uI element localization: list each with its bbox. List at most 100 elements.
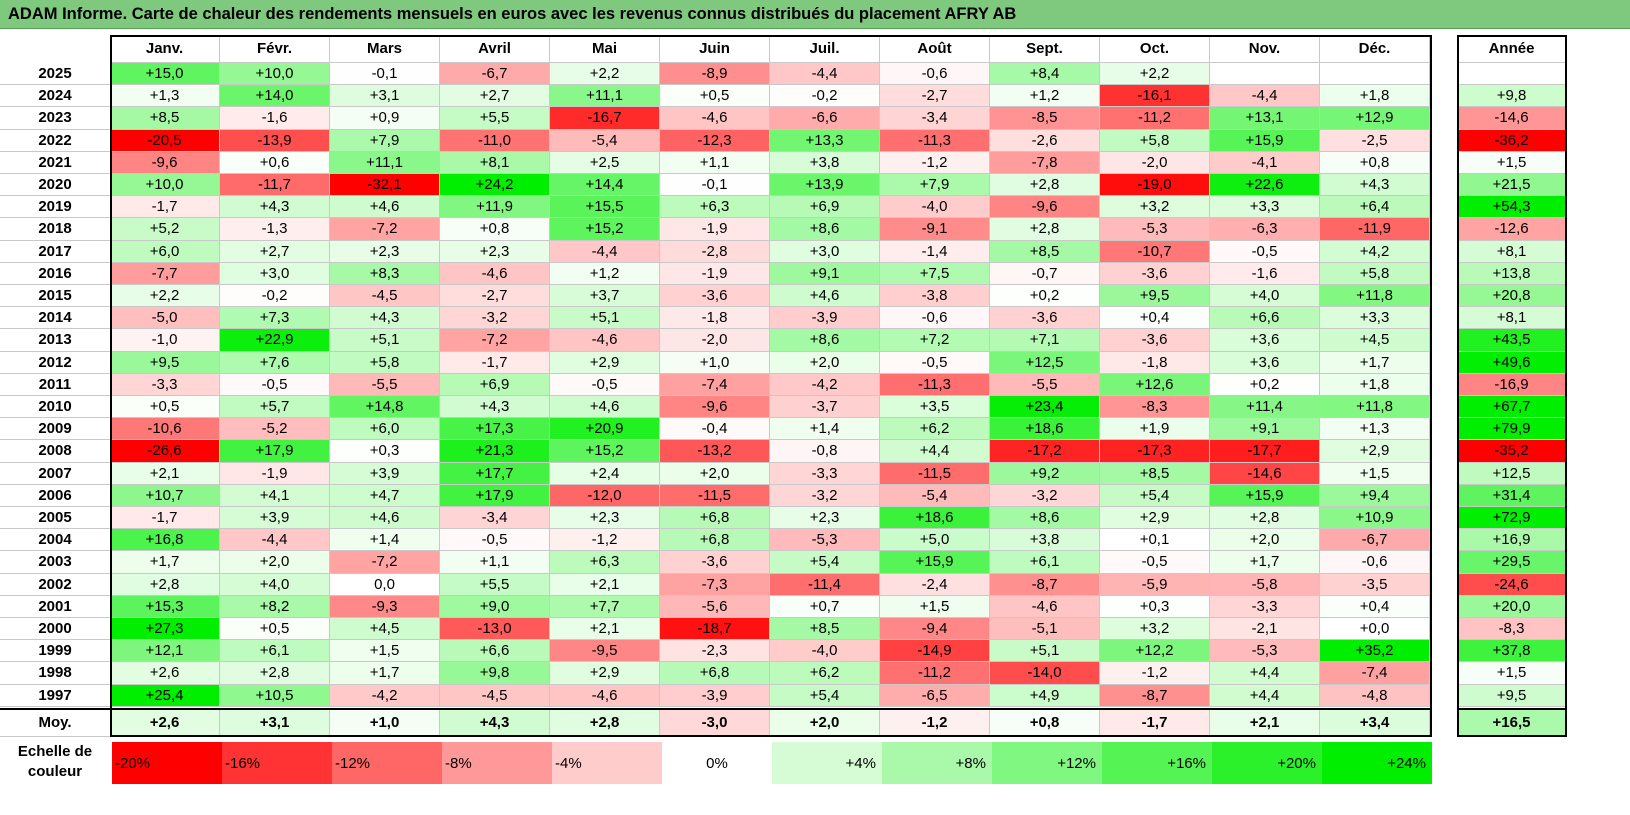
heatmap-cell: +0,8	[1320, 151, 1430, 174]
scale-step: -16%	[222, 742, 332, 784]
heatmap-cell: +2,1	[110, 462, 220, 485]
heatmap-cell: +21,3	[440, 440, 550, 463]
heatmap-cell: -11,2	[1100, 107, 1210, 130]
heatmap-cell: -9,6	[660, 396, 770, 419]
heatmap-cell: +8,4	[990, 63, 1100, 86]
average-cell: +4,3	[440, 709, 550, 737]
heatmap-cell: +14,0	[220, 85, 330, 108]
heatmap-cell: -0,5	[220, 373, 330, 396]
average-cell: +2,6	[110, 709, 220, 737]
row-year-label: 2004	[0, 529, 110, 552]
heatmap-cell: -11,0	[440, 129, 550, 152]
heatmap-cell: -3,3	[110, 373, 220, 396]
heatmap-cell: +0,4	[1100, 307, 1210, 330]
heatmap-cell: +25,4	[110, 684, 220, 707]
heatmap-cell: +4,0	[1210, 285, 1320, 308]
heatmap-cell: -4,4	[1210, 85, 1320, 108]
average-annual-cell: +16,5	[1457, 709, 1567, 737]
heatmap-cell: +20,9	[550, 418, 660, 441]
heatmap-cell: -4,8	[1320, 684, 1430, 707]
annual-cell: +29,5	[1457, 551, 1567, 574]
heatmap-cell: +4,6	[550, 396, 660, 419]
heatmap-cell: -5,2	[220, 418, 330, 441]
heatmap-cell: -9,3	[330, 595, 440, 618]
heatmap-cell: +12,9	[1320, 107, 1430, 130]
scale-step: +4%	[772, 742, 882, 784]
heatmap-cell: -4,6	[660, 107, 770, 130]
heatmap-cell: -10,6	[110, 418, 220, 441]
heatmap-cell: -3,3	[770, 462, 880, 485]
heatmap-cell: +1,9	[1100, 418, 1210, 441]
heatmap-cell: +3,9	[220, 507, 330, 530]
annual-cell: +67,7	[1457, 396, 1567, 419]
heatmap-cell: +1,1	[440, 551, 550, 574]
heatmap-cell: +9,0	[440, 595, 550, 618]
heatmap-cell: -7,2	[330, 551, 440, 574]
heatmap-cell: -7,2	[440, 329, 550, 352]
heatmap-cell: -7,4	[660, 373, 770, 396]
heatmap-cell: -3,6	[1100, 329, 1210, 352]
heatmap-cell: +6,2	[770, 662, 880, 685]
heatmap-cell: +2,3	[440, 240, 550, 263]
heatmap-cell: +4,5	[1320, 329, 1430, 352]
heatmap-cell: 0,0	[330, 573, 440, 596]
annual-cell: +1,5	[1457, 662, 1567, 685]
heatmap-cell: +5,5	[440, 573, 550, 596]
annual-cell: +9,8	[1457, 85, 1567, 108]
heatmap-cell: +6,6	[440, 640, 550, 663]
heatmap-cell: +17,9	[440, 484, 550, 507]
heatmap-cell: +11,1	[330, 151, 440, 174]
average-cell: +0,8	[990, 709, 1100, 737]
average-cell: -3,0	[660, 709, 770, 737]
heatmap-cell: +0,5	[220, 618, 330, 641]
heatmap-cell: +9,4	[1320, 484, 1430, 507]
heatmap-cell: -10,7	[1100, 240, 1210, 263]
heatmap-cell: -9,6	[990, 196, 1100, 219]
heatmap-cell: +5,4	[770, 551, 880, 574]
heatmap-cell: +2,0	[660, 462, 770, 485]
heatmap-cell: +7,9	[330, 129, 440, 152]
heatmap-cell: +7,2	[880, 329, 990, 352]
heatmap-cell: +1,5	[330, 640, 440, 663]
heatmap-cell: +5,1	[990, 640, 1100, 663]
heatmap-cell: +6,0	[110, 240, 220, 263]
heatmap-cell: -2,8	[660, 240, 770, 263]
heatmap-cell: -9,1	[880, 218, 990, 241]
heatmap-cell: +6,6	[1210, 307, 1320, 330]
heatmap-cell: +3,0	[220, 262, 330, 285]
heatmap-cell: +11,1	[550, 85, 660, 108]
heatmap-cell: +4,2	[1320, 240, 1430, 263]
heatmap-cell: -3,5	[1320, 573, 1430, 596]
heatmap-cell: +6,4	[1320, 196, 1430, 219]
heatmap-cell: +17,3	[440, 418, 550, 441]
column-header: Nov.	[1210, 35, 1320, 63]
heatmap-cell: +8,5	[990, 240, 1100, 263]
heatmap-cell: -4,0	[770, 640, 880, 663]
heatmap-cell: +15,2	[550, 440, 660, 463]
heatmap-cell: -1,9	[660, 262, 770, 285]
heatmap-cell: -8,7	[990, 573, 1100, 596]
heatmap-cell: +4,4	[1210, 662, 1320, 685]
heatmap-cell: -0,6	[1320, 551, 1430, 574]
heatmap-cell: -1,6	[1210, 262, 1320, 285]
column-header: Janv.	[110, 35, 220, 63]
annual-cell: -36,2	[1457, 129, 1567, 152]
heatmap-cell: -5,1	[990, 618, 1100, 641]
heatmap-cell: +8,3	[330, 262, 440, 285]
heatmap-cell: +6,8	[660, 507, 770, 530]
row-year-label: 2023	[0, 107, 110, 130]
annual-cell: -16,9	[1457, 373, 1567, 396]
row-year-label: 2003	[0, 551, 110, 574]
heatmap-cell: -0,8	[770, 440, 880, 463]
heatmap-cell: +0,7	[770, 595, 880, 618]
row-year-label: 2025	[0, 63, 110, 86]
row-year-label: 2022	[0, 129, 110, 152]
heatmap-cell: +5,4	[1100, 484, 1210, 507]
heatmap-cell: +22,6	[1210, 174, 1320, 197]
heatmap-cell: +5,0	[880, 529, 990, 552]
heatmap-cell: -3,2	[990, 484, 1100, 507]
annual-cell: +31,4	[1457, 484, 1567, 507]
heatmap-cell: -18,7	[660, 618, 770, 641]
heatmap-cell: -14,6	[1210, 462, 1320, 485]
heatmap-cell: -5,5	[330, 373, 440, 396]
